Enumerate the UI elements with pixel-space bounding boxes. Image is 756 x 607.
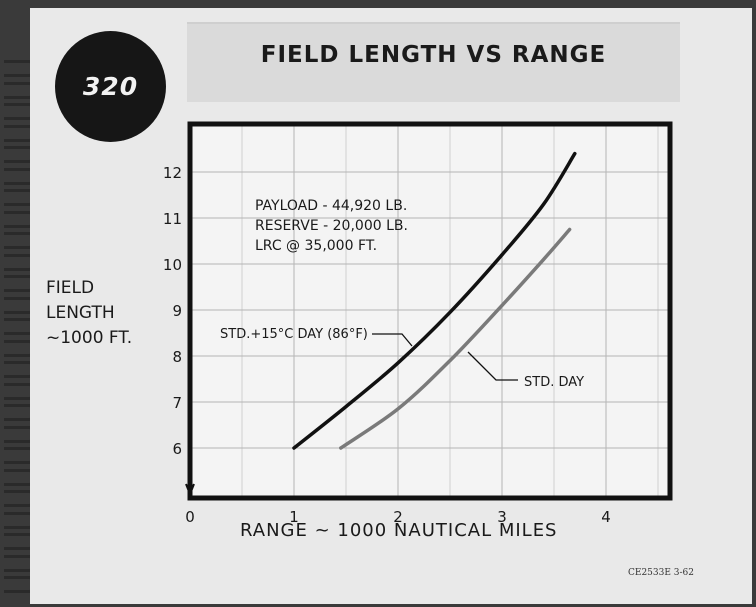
series-line-std-day <box>339 227 572 450</box>
series-line-hot-day <box>292 151 577 450</box>
plot-area <box>190 124 670 498</box>
y-tick-label: 10 <box>163 256 182 274</box>
x-tick-label: 4 <box>601 508 611 526</box>
y-tick-label: 7 <box>172 394 182 412</box>
y-axis-label-line: ~1000 FT. <box>46 328 133 348</box>
x-tick-label: 0 <box>185 508 195 526</box>
leader-line-hot-day <box>372 333 413 347</box>
x-tick-label: 1 <box>289 508 299 526</box>
conditions-annotation-line: RESERVE - 20,000 LB. <box>255 218 408 234</box>
y-axis-label-line: FIELD <box>46 278 95 298</box>
series-label-std-day: STD. DAY <box>524 375 584 390</box>
series-label-hot-day: STD.+15°C DAY (86°F) <box>220 327 368 342</box>
conditions-annotation-line: LRC @ 35,000 FT. <box>255 238 377 254</box>
y-axis-label: FIELD LENGTH ~1000 FT. <box>46 276 156 351</box>
title-banner <box>187 22 680 102</box>
x-tick-label: 2 <box>393 508 403 526</box>
y-tick-label: 8 <box>172 348 182 366</box>
plot-frame <box>187 121 673 501</box>
y-tick-label: 11 <box>163 210 182 228</box>
leader-line-std-day <box>467 351 518 381</box>
x-axis-label: RANGE ~ 1000 NAUTICAL MILES <box>240 520 558 541</box>
y-tick-label: 9 <box>172 302 182 320</box>
x-tick-label: 3 <box>497 508 507 526</box>
axis-break-marker <box>185 483 195 497</box>
y-axis-label-line: LENGTH <box>46 303 115 323</box>
reference-code: CE2533E 3-62 <box>628 568 695 578</box>
conditions-annotation-line: PAYLOAD - 44,920 LB. <box>255 198 407 214</box>
model-badge: 320 <box>55 31 166 142</box>
model-badge-text: 320 <box>82 72 139 101</box>
y-tick-label: 6 <box>172 440 182 458</box>
y-tick-label: 12 <box>163 164 182 182</box>
chart-title: FIELD LENGTH VS RANGE <box>260 42 607 68</box>
